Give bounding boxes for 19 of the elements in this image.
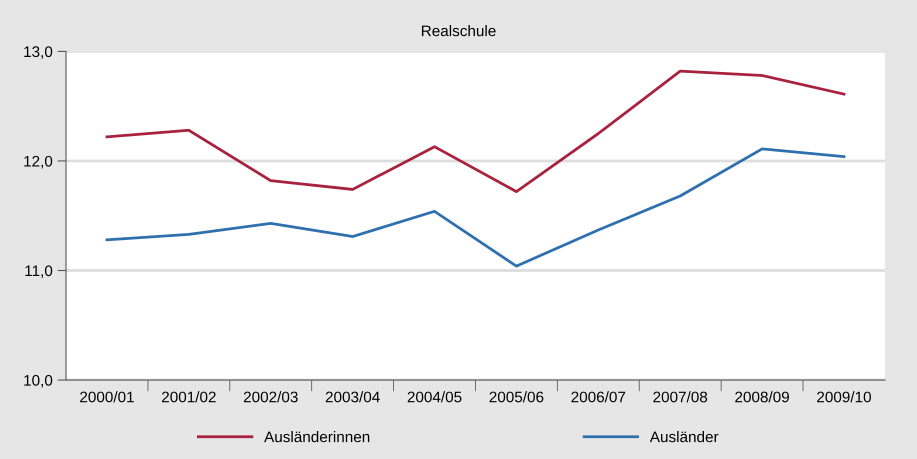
legend-label: Ausländer [650,431,718,442]
x-tick-label: 2007/08 [653,391,708,402]
line-series [106,70,846,194]
legend-label: Ausländerinnen [264,431,370,442]
x-tick-label: 2003/04 [326,391,380,402]
chart-title: Realschule [422,25,496,36]
y-tick-label: 11,0 [25,265,52,278]
x-tick-label: 2004/05 [408,391,462,402]
x-tick-label: 2002/03 [244,391,298,402]
x-tick-label: 2006/07 [571,391,626,402]
x-tick-label: 2009/10 [817,391,871,402]
x-tick-label: 2000/01 [80,391,134,402]
y-tick-label: 13,0 [24,46,52,59]
x-tick-label: 2005/06 [490,391,544,402]
x-tick-label: 2001/02 [162,391,216,402]
y-tick-label: 12,0 [24,156,52,168]
x-tick-label: 2008/09 [735,391,789,402]
y-tick-label: 10,0 [24,374,52,388]
line-series [106,148,846,268]
